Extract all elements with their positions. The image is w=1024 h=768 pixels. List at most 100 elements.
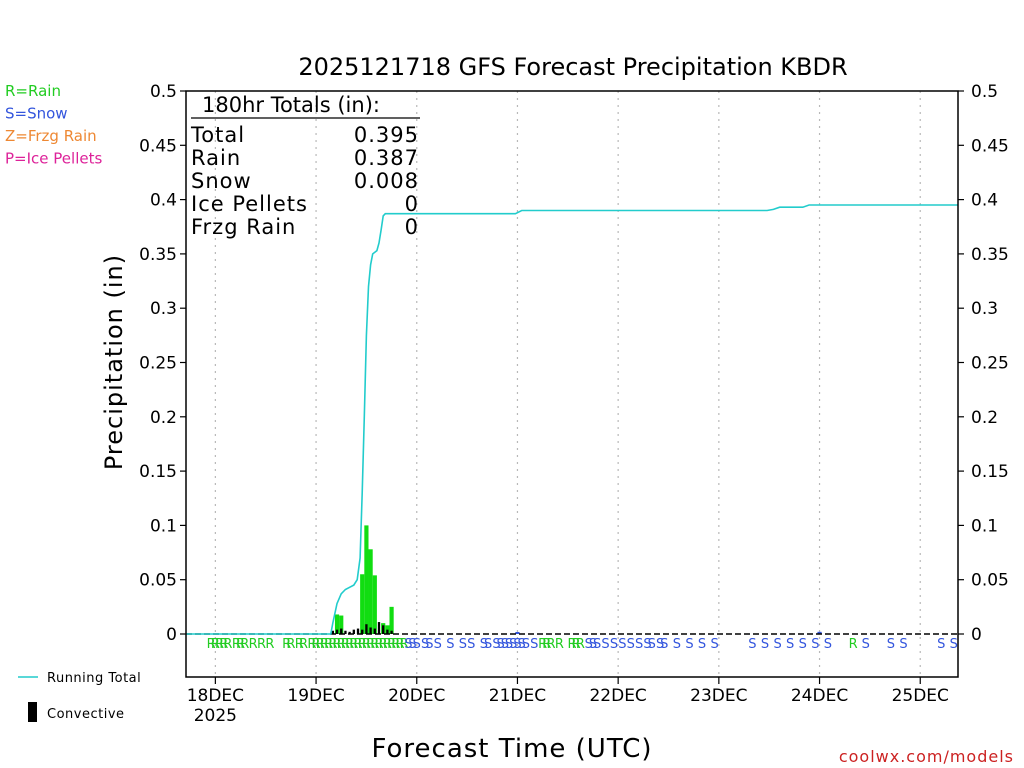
precip-type-mark: S — [404, 637, 412, 652]
precip-type-mark: S — [748, 637, 756, 652]
precip-type-mark: R — [391, 637, 400, 652]
precip-type-mark: R — [211, 637, 220, 652]
precip-type-mark: S — [589, 637, 597, 652]
convective-bar — [369, 627, 372, 634]
precip-type-mark: S — [530, 637, 538, 652]
precip-type-mark: S — [467, 637, 475, 652]
precip-type-mark: R — [383, 637, 392, 652]
y-tick-label-right: 0.25 — [971, 354, 1009, 374]
y-tick-label-right: 0.5 — [971, 82, 998, 102]
precip-type-mark: S — [673, 637, 681, 652]
y-tick-label-right: 0.4 — [971, 191, 998, 211]
precip-type-mark: R — [538, 637, 547, 652]
precip-type-mark: S — [950, 637, 958, 652]
convective-bar — [382, 625, 385, 634]
precip-type-mark: R — [366, 637, 375, 652]
y-axis-right: 0 0.05 0.1 0.15 0.2 0.25 0.3 0.35 0.4 0.45 0.5 — [958, 82, 1009, 645]
precip-type-mark: S — [601, 637, 609, 652]
precip-type-mark: S — [593, 637, 601, 652]
y-tick-label-right: 0.05 — [971, 571, 1009, 591]
legend-running-total-label: Running Total — [47, 671, 141, 686]
precip-type-mark: S — [811, 637, 819, 652]
y-tick-label-left: 0.25 — [139, 354, 177, 374]
precip-type-mark: R — [567, 637, 576, 652]
precip-type-mark: R — [286, 637, 295, 652]
precip-type-mark: R — [265, 637, 274, 652]
precip-type-mark: R — [395, 637, 404, 652]
precip-type-mark: S — [413, 637, 421, 652]
snow-bar — [515, 632, 520, 634]
precip-type-mark: S — [899, 637, 907, 652]
convective-bar — [344, 630, 347, 634]
totals-value: 0.395 — [354, 123, 419, 147]
precip-type-mark: S — [509, 637, 517, 652]
y-tick-label-right: 0.1 — [971, 516, 998, 536]
chart-title: 2025121718 GFS Forecast Precipitation KB… — [298, 53, 847, 81]
precip-type-mark: R — [337, 637, 346, 652]
totals-label: Total — [190, 123, 245, 147]
precip-type-mark: R — [345, 637, 354, 652]
precip-type-mark: S — [824, 637, 832, 652]
precip-type-mark: R — [249, 637, 258, 652]
precip-type-mark: S — [425, 637, 433, 652]
precip-type-mark: R — [320, 637, 329, 652]
plot-frame — [185, 90, 959, 678]
precip-type-mark: R — [328, 637, 337, 652]
y-tick-label-left: 0.5 — [150, 82, 177, 102]
precip-type-mark: S — [421, 637, 429, 652]
precip-type-mark: S — [627, 637, 635, 652]
precip-type-mark: R — [362, 637, 371, 652]
series-legend: Running Total Convective — [18, 671, 141, 722]
precip-type-mark: R — [219, 637, 228, 652]
precip-type-mark: R — [379, 637, 388, 652]
convective-bar — [361, 629, 364, 634]
precip-type-mark: R — [555, 637, 564, 652]
precip-type-mark: S — [484, 637, 492, 652]
precip-type-mark: R — [240, 637, 249, 652]
precip-type-mark: R — [312, 637, 321, 652]
y-tick-label-left: 0.2 — [150, 408, 177, 428]
precip-type-mark: R — [215, 637, 224, 652]
convective-bar — [335, 629, 339, 634]
convective-bar — [331, 630, 335, 634]
totals-label: Ice Pellets — [191, 192, 308, 216]
totals-rows: Total 0.395 Rain 0.387 Snow 0.008 Ice Pellets 0… — [190, 123, 419, 239]
precip-type-mark: S — [660, 637, 668, 652]
precip-type-mark: R — [358, 637, 367, 652]
precip-type-mark: R — [349, 637, 358, 652]
convective-bar — [340, 628, 343, 634]
precip-type-mark: S — [459, 637, 467, 652]
precip-type-mark: S — [501, 637, 509, 652]
x-axis-title: Forecast Time (UTC) — [371, 734, 652, 764]
y-tick-label-left: 0.1 — [150, 516, 177, 536]
precip-type-mark: S — [773, 637, 781, 652]
precip-type-mark: S — [786, 637, 794, 652]
totals-value: 0.387 — [354, 146, 419, 170]
precip-type-mark: R — [307, 637, 316, 652]
precip-type-mark: S — [480, 637, 488, 652]
x-tick-label: 20DEC — [388, 686, 445, 706]
totals-header: 180hr Totals (in): — [202, 93, 380, 117]
precip-type-mark: R — [316, 637, 325, 652]
y-tick-label-right: 0.35 — [971, 245, 1009, 265]
precip-type-mark: S — [648, 637, 656, 652]
totals-box: 180hr Totals (in): Total 0.395 Rain 0.387 Sn… — [190, 93, 420, 239]
convective-bar — [390, 630, 393, 634]
precip-type-mark: R — [236, 637, 245, 652]
precip-type-mark: R — [370, 637, 379, 652]
precip-type-mark: S — [513, 637, 521, 652]
convective-bar — [386, 629, 389, 634]
totals-label: Frzg Rain — [191, 215, 296, 239]
totals-value: 0 — [405, 215, 419, 239]
precip-type-mark: S — [522, 637, 530, 652]
precip-type-mark: S — [887, 637, 895, 652]
precip-type-mark: R — [353, 637, 362, 652]
x-tick-label: 23DEC — [690, 686, 747, 706]
precip-type-mark: R — [387, 637, 396, 652]
precip-type-mark: R — [295, 637, 304, 652]
precip-type-mark: R — [223, 637, 232, 652]
grid-lines — [214, 91, 921, 677]
